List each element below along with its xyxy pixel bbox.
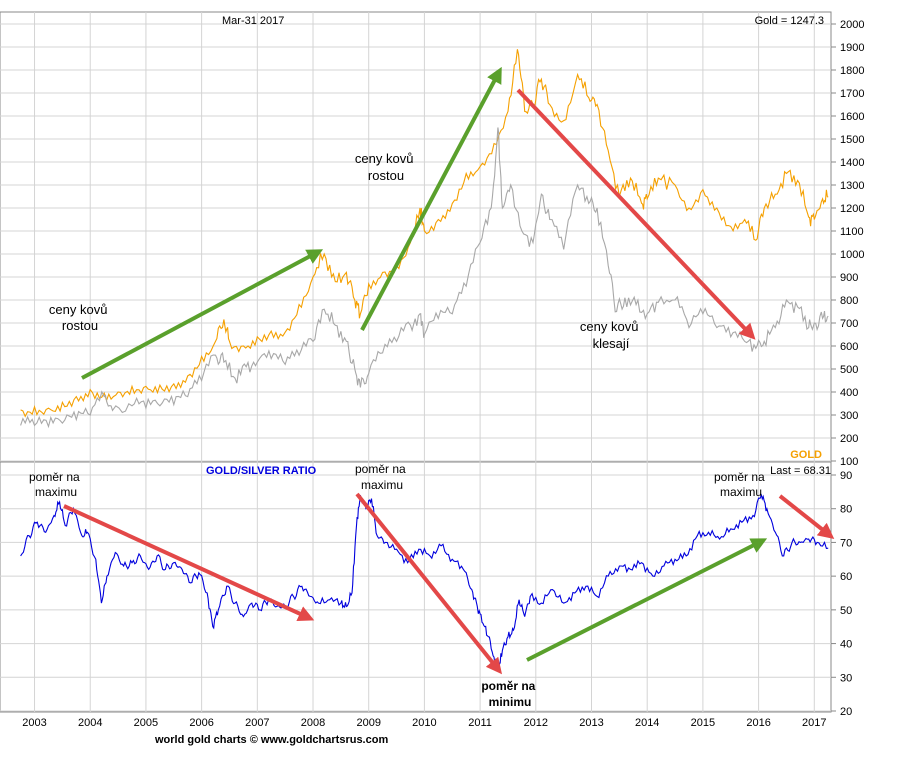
y-tick-label: 100: [840, 456, 858, 468]
green-arrow-rise-1: [81, 249, 324, 380]
x-tick-label: 2011: [468, 717, 492, 729]
x-tick-label: 2006: [189, 717, 213, 729]
annotation-rise-2-line2: rostou: [368, 168, 404, 183]
y-tick-label: 1800: [840, 65, 864, 77]
red-arrow-ratio-2: [355, 492, 503, 675]
annotation-ratio-min-line2: minimu: [489, 695, 532, 709]
y-tick-label: 1600: [840, 111, 864, 123]
annotation-ratio-max-1-line2: maximu: [35, 485, 77, 499]
x-tick-label: 2012: [524, 717, 548, 729]
y-tick-label: 1900: [840, 42, 864, 54]
annotation-rise-1-line1: ceny kovů: [49, 302, 108, 317]
y-tick-label: 700: [840, 318, 858, 330]
bottom-panel-frame: [0, 461, 832, 713]
y-tick-label: 1700: [840, 88, 864, 100]
y-tick-label: 400: [840, 387, 858, 399]
y-tick-label: 80: [840, 504, 852, 516]
series-line-ratio: [20, 493, 829, 671]
x-tick-label: 2014: [635, 717, 659, 729]
ratio-last-value: Last = 68.31: [770, 465, 831, 477]
y-tick-label: 50: [840, 605, 852, 617]
y-tick-label: 20: [840, 706, 852, 718]
x-tick-label: 2005: [134, 717, 158, 729]
y-tick-label: 1100: [840, 226, 864, 238]
x-tick-label: 2010: [412, 717, 436, 729]
series-line-silver: [20, 127, 829, 429]
annotation-ratio-min: poměr na minimu: [481, 679, 538, 709]
annotation-ratio-max-2-line2: maximu: [361, 478, 403, 492]
grid-layer: [0, 12, 831, 712]
axis-layer: 2003 2004 2005 2006 2007 2008 2009 2010 2011 2012…: [22, 19, 864, 729]
x-tick-label: 2009: [356, 717, 380, 729]
series-layer: [20, 49, 829, 671]
series-line-gold: [20, 49, 829, 418]
annotation-fall: ceny kovů klesají: [580, 319, 642, 351]
y-tick-label: 1500: [840, 134, 864, 146]
y-tick-label: 1200: [840, 203, 864, 215]
green-arrow-ratio-rise: [526, 538, 768, 662]
y-tick-label: 30: [840, 672, 852, 684]
annotation-ratio-min-line1: poměr na: [481, 679, 535, 693]
annotation-rise-2: ceny kovů rostou: [355, 151, 417, 183]
chart-date: Mar-31 2017: [222, 15, 284, 27]
gold-legend: GOLD: [790, 449, 822, 461]
x-tick-label: 2003: [22, 717, 46, 729]
annotation-ratio-max-2-line1: poměr na: [355, 462, 406, 476]
x-tick-label: 2013: [579, 717, 603, 729]
red-arrow-fall: [516, 88, 756, 340]
annotation-ratio-max-2: poměr na maximu: [355, 462, 409, 492]
x-tick-label: 2007: [245, 717, 269, 729]
annotation-ratio-max-1-line1: poměr na: [29, 470, 80, 484]
y-tick-label: 90: [840, 470, 852, 482]
y-tick-label: 60: [840, 571, 852, 583]
y-tick-label: 1300: [840, 180, 864, 192]
annotation-fall-line1: ceny kovů: [580, 319, 639, 334]
annotation-rise-2-line1: ceny kovů: [355, 151, 414, 166]
green-arrow-rise-2: [360, 66, 502, 331]
x-tick-label: 2015: [691, 717, 715, 729]
y-tick-label: 500: [840, 364, 858, 376]
red-arrow-ratio-1: [63, 504, 315, 621]
annotation-rise-1: ceny kovů rostou: [49, 302, 111, 333]
y-tick-label: 70: [840, 537, 852, 549]
y-tick-label: 1400: [840, 157, 864, 169]
y-tick-label: 900: [840, 272, 858, 284]
gold-last-value: Gold = 1247.3: [755, 15, 824, 27]
annotation-fall-line2: klesají: [593, 336, 630, 351]
y-tick-label: 1000: [840, 249, 864, 261]
annotation-ratio-max-3-line2: maximu: [720, 485, 762, 499]
red-arrow-ratio-3: [778, 494, 835, 539]
y-tick-label: 800: [840, 295, 858, 307]
annotation-ratio-max-3-line1: poměr na: [714, 470, 765, 484]
y-tick-label: 200: [840, 433, 858, 445]
ratio-title: GOLD/SILVER RATIO: [206, 465, 317, 477]
y-tick-label: 2000: [840, 19, 864, 31]
top-panel-frame: [0, 11, 832, 463]
footer-credit: world gold charts © www.goldchartsrus.co…: [154, 734, 388, 746]
x-tick-label: 2016: [746, 717, 770, 729]
x-tick-label: 2008: [301, 717, 325, 729]
x-tick-label: 2017: [802, 717, 826, 729]
annotation-ratio-max-3: poměr na maximu: [714, 470, 768, 499]
annotation-ratio-max-1: poměr na maximu: [29, 470, 83, 499]
y-tick-label: 600: [840, 341, 858, 353]
y-tick-label: 300: [840, 410, 858, 422]
annotation-rise-1-line2: rostou: [62, 318, 98, 333]
x-tick-label: 2004: [78, 717, 102, 729]
y-tick-label: 40: [840, 639, 852, 651]
